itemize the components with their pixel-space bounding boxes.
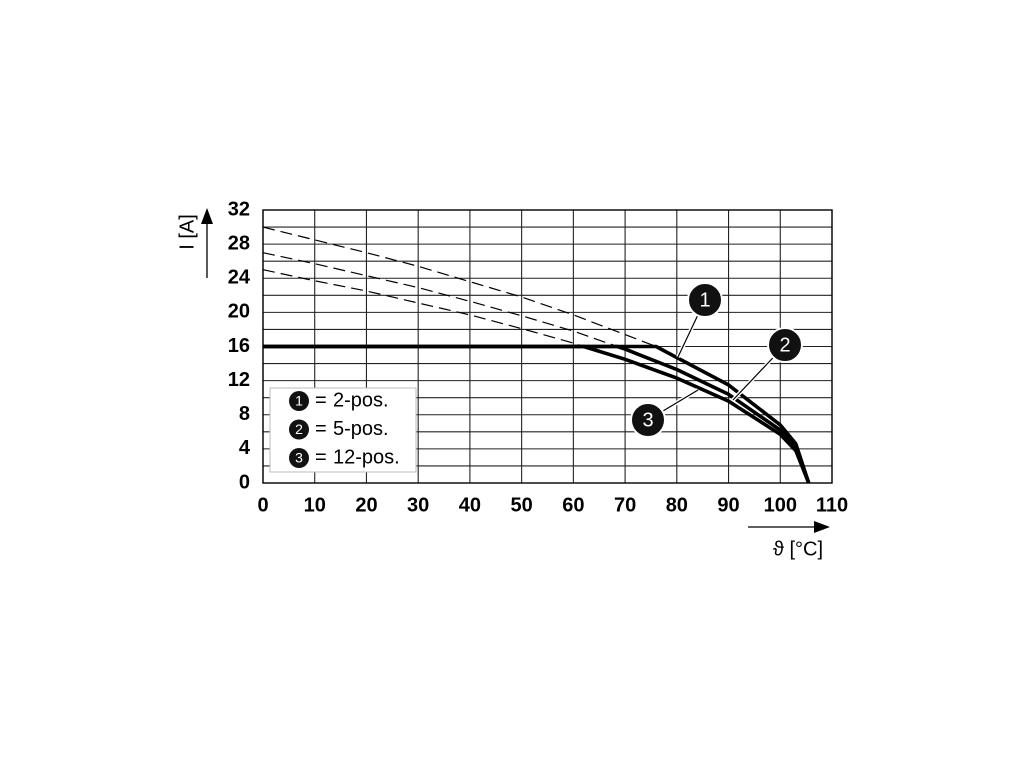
x-tick-label: 10 [304, 494, 326, 516]
legend-label: 2-pos. [333, 389, 389, 411]
x-tick-label: 50 [511, 494, 533, 516]
legend-marker [289, 448, 309, 468]
x-axis-title-group: ϑ [°C] [748, 521, 830, 560]
y-tick-label: 16 [228, 335, 250, 357]
callout-label: 2 [779, 334, 790, 356]
curve [263, 344, 811, 484]
curve [263, 344, 811, 484]
x-tick-label: 90 [717, 494, 739, 516]
callout-label: 3 [642, 409, 653, 431]
y-tick-label: 0 [239, 471, 250, 493]
x-tick-label: 0 [257, 494, 268, 516]
callout-circle [630, 402, 666, 438]
legend-label: 12-pos. [333, 446, 400, 468]
y-tick-label: 12 [228, 369, 250, 391]
y-tick-label: 28 [228, 232, 250, 254]
callout-circle [687, 282, 723, 318]
x-arrow-head [814, 521, 830, 533]
x-tick-label: 40 [459, 494, 481, 516]
callout-circle [767, 327, 803, 363]
y-tick-label: 4 [239, 437, 251, 459]
legend-separator: = [315, 418, 327, 440]
y-tick-label: 8 [239, 403, 250, 425]
dashed-curve [262, 269, 584, 348]
x-tick-label: 60 [562, 494, 584, 516]
x-axis-title: ϑ [°C] [773, 538, 823, 560]
legend-marker-label: 3 [295, 450, 303, 466]
x-tick-label: 20 [355, 494, 377, 516]
legend-marker-label: 2 [295, 421, 303, 437]
x-tick-label: 100 [764, 494, 797, 516]
legend-separator: = [315, 446, 327, 468]
callout-label: 1 [699, 289, 710, 311]
y-axis-title: I [A] [176, 214, 198, 250]
legend-label: 5-pos. [333, 418, 389, 440]
legend-marker [289, 419, 309, 440]
x-tick-label: 30 [407, 494, 429, 516]
x-tick-label: 80 [666, 494, 688, 516]
legend-separator: = [315, 389, 327, 411]
dashed-curve [262, 252, 618, 348]
y-tick-label: 20 [228, 301, 250, 323]
y-arrow-head [201, 208, 213, 224]
x-tick-label: 110 [816, 494, 848, 516]
y-tick-label: 32 [228, 198, 250, 220]
legend-marker-label: 1 [295, 393, 303, 409]
y-tick-label: 24 [228, 267, 251, 289]
curve [263, 344, 811, 484]
y-axis-title-group: I [A] [176, 208, 213, 278]
x-tick-label: 70 [614, 494, 636, 516]
legend-marker [289, 391, 309, 411]
